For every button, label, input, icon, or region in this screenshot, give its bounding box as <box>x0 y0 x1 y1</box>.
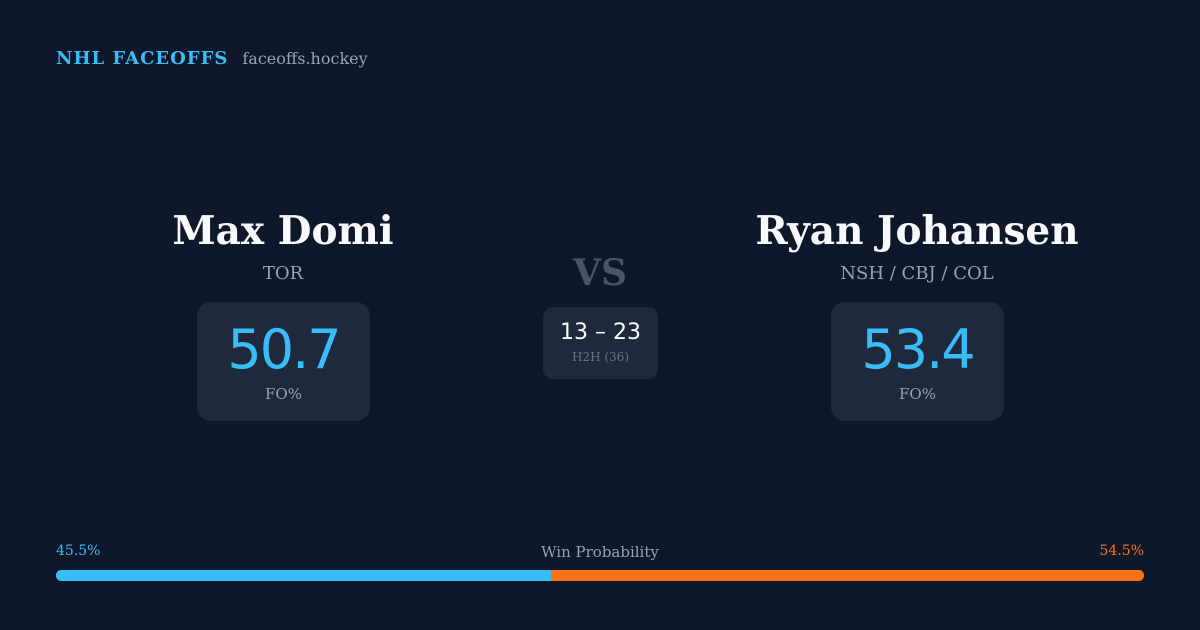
player-left-fo-value: 50.7 <box>227 318 341 381</box>
player-left-name: Max Domi <box>172 208 394 254</box>
brand-title: NHL FACEOFFS <box>56 48 229 69</box>
win-probability-fill-right <box>551 570 1144 581</box>
player-right-fo-value: 53.4 <box>861 318 975 381</box>
brand-header: NHL FACEOFFS faceoffs.hockey <box>56 48 368 69</box>
brand-site: faceoffs.hockey <box>242 49 368 68</box>
player-left: Max Domi TOR <box>63 205 503 284</box>
player-left-fo-card: 50.7 FO% <box>197 302 370 421</box>
h2h-card: 13 – 23 H2H (36) <box>543 307 658 379</box>
win-probability-labels: 45.5% Win Probability 54.5% <box>56 543 1144 563</box>
h2h-score: 13 – 23 <box>560 320 641 345</box>
player-right-team: NSH / CBJ / COL <box>840 263 994 284</box>
h2h-label: H2H (36) <box>571 350 629 364</box>
win-probability-fill-left <box>56 570 552 581</box>
player-left-fo-label: FO% <box>265 385 302 403</box>
player-right-name: Ryan Johansen <box>755 208 1079 254</box>
win-probability-bar <box>56 570 1144 581</box>
player-left-team: TOR <box>262 263 304 284</box>
player-right-fo-card: 53.4 FO% <box>831 302 1004 421</box>
win-probability-left-value: 45.5% <box>56 543 101 559</box>
vs-label: VS <box>573 252 627 294</box>
player-right-fo-label: FO% <box>899 385 936 403</box>
win-probability-label: Win Probability <box>541 543 659 561</box>
win-probability-right-value: 54.5% <box>1099 543 1144 559</box>
player-right: Ryan Johansen NSH / CBJ / COL <box>697 205 1137 284</box>
